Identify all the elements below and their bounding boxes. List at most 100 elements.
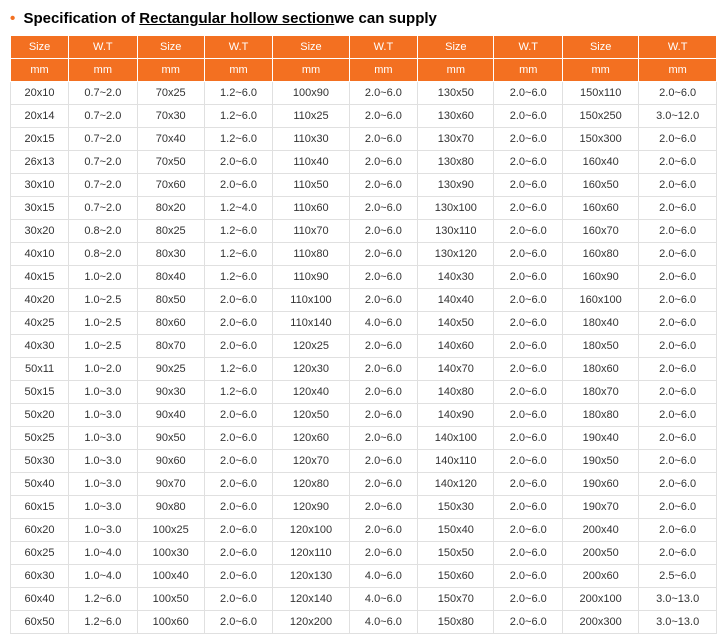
table-cell: 140x50: [418, 312, 494, 335]
table-cell: 3.0~13.0: [639, 588, 717, 611]
table-cell: 120x90: [273, 496, 349, 519]
table-cell: 2.0~6.0: [639, 542, 717, 565]
table-cell: 140x30: [418, 266, 494, 289]
table-cell: 90x25: [137, 358, 204, 381]
table-cell: 2.0~6.0: [204, 565, 273, 588]
header-cell: Size: [418, 36, 494, 59]
table-cell: 40x10: [11, 243, 69, 266]
table-cell: 2.0~6.0: [349, 358, 418, 381]
table-cell: 2.0~6.0: [349, 128, 418, 151]
header-unit-cell: mm: [137, 59, 204, 82]
table-cell: 1.0~3.0: [69, 450, 138, 473]
table-cell: 90x80: [137, 496, 204, 519]
table-cell: 30x20: [11, 220, 69, 243]
table-cell: 2.0~6.0: [494, 312, 563, 335]
table-cell: 180x40: [563, 312, 639, 335]
table-cell: 1.0~4.0: [69, 565, 138, 588]
header-cell: W.T: [69, 36, 138, 59]
table-cell: 70x60: [137, 174, 204, 197]
table-cell: 190x60: [563, 473, 639, 496]
header-unit-cell: mm: [639, 59, 717, 82]
table-cell: 1.2~6.0: [204, 358, 273, 381]
table-cell: 2.0~6.0: [639, 381, 717, 404]
table-cell: 1.2~6.0: [69, 588, 138, 611]
table-cell: 110x60: [273, 197, 349, 220]
table-cell: 100x40: [137, 565, 204, 588]
table-cell: 0.7~2.0: [69, 128, 138, 151]
table-cell: 180x50: [563, 335, 639, 358]
table-cell: 20x14: [11, 105, 69, 128]
table-cell: 100x30: [137, 542, 204, 565]
table-cell: 110x80: [273, 243, 349, 266]
table-cell: 2.0~6.0: [204, 588, 273, 611]
table-cell: 2.0~6.0: [349, 381, 418, 404]
table-cell: 2.0~6.0: [494, 151, 563, 174]
table-row: 40x301.0~2.580x702.0~6.0120x252.0~6.0140…: [11, 335, 717, 358]
table-cell: 60x20: [11, 519, 69, 542]
table-cell: 100x25: [137, 519, 204, 542]
table-cell: 2.0~6.0: [639, 404, 717, 427]
table-cell: 120x100: [273, 519, 349, 542]
table-cell: 130x90: [418, 174, 494, 197]
table-cell: 30x10: [11, 174, 69, 197]
table-cell: 2.0~6.0: [349, 404, 418, 427]
table-cell: 2.0~6.0: [639, 243, 717, 266]
table-row: 60x301.0~4.0100x402.0~6.0120x1304.0~6.01…: [11, 565, 717, 588]
table-cell: 1.2~6.0: [204, 105, 273, 128]
table-cell: 140x80: [418, 381, 494, 404]
table-cell: 2.0~6.0: [204, 611, 273, 634]
table-cell: 2.0~6.0: [349, 473, 418, 496]
table-cell: 2.0~6.0: [639, 289, 717, 312]
table-cell: 0.7~2.0: [69, 197, 138, 220]
table-cell: 2.0~6.0: [494, 197, 563, 220]
table-cell: 150x30: [418, 496, 494, 519]
table-cell: 1.2~6.0: [69, 611, 138, 634]
table-cell: 60x15: [11, 496, 69, 519]
table-cell: 40x25: [11, 312, 69, 335]
table-cell: 1.2~6.0: [204, 266, 273, 289]
table-cell: 2.0~6.0: [494, 542, 563, 565]
table-cell: 20x15: [11, 128, 69, 151]
table-cell: 1.2~6.0: [204, 381, 273, 404]
table-row: 50x401.0~3.090x702.0~6.0120x802.0~6.0140…: [11, 473, 717, 496]
table-cell: 2.0~6.0: [349, 335, 418, 358]
table-row: 20x100.7~2.070x251.2~6.0100x902.0~6.0130…: [11, 82, 717, 105]
table-cell: 100x90: [273, 82, 349, 105]
table-cell: 4.0~6.0: [349, 565, 418, 588]
table-cell: 60x50: [11, 611, 69, 634]
table-cell: 2.0~6.0: [639, 174, 717, 197]
table-row: 50x251.0~3.090x502.0~6.0120x602.0~6.0140…: [11, 427, 717, 450]
table-cell: 110x140: [273, 312, 349, 335]
table-cell: 140x60: [418, 335, 494, 358]
table-cell: 2.0~6.0: [204, 151, 273, 174]
table-row: 40x151.0~2.080x401.2~6.0110x902.0~6.0140…: [11, 266, 717, 289]
table-cell: 140x70: [418, 358, 494, 381]
table-body: 20x100.7~2.070x251.2~6.0100x902.0~6.0130…: [11, 82, 717, 634]
table-cell: 2.5~6.0: [639, 565, 717, 588]
table-cell: 2.0~6.0: [639, 82, 717, 105]
table-cell: 1.0~2.5: [69, 289, 138, 312]
table-row: 60x251.0~4.0100x302.0~6.0120x1102.0~6.01…: [11, 542, 717, 565]
table-cell: 150x50: [418, 542, 494, 565]
table-cell: 2.0~6.0: [494, 565, 563, 588]
table-cell: 160x80: [563, 243, 639, 266]
table-cell: 2.0~6.0: [204, 335, 273, 358]
table-row: 30x200.8~2.080x251.2~6.0110x702.0~6.0130…: [11, 220, 717, 243]
table-cell: 1.0~3.0: [69, 427, 138, 450]
header-cell: Size: [563, 36, 639, 59]
header-unit-cell: mm: [11, 59, 69, 82]
table-cell: 120x200: [273, 611, 349, 634]
table-cell: 0.7~2.0: [69, 174, 138, 197]
table-row: 20x140.7~2.070x301.2~6.0110x252.0~6.0130…: [11, 105, 717, 128]
table-cell: 2.0~6.0: [494, 174, 563, 197]
table-cell: 2.0~6.0: [349, 220, 418, 243]
table-cell: 100x60: [137, 611, 204, 634]
table-cell: 120x60: [273, 427, 349, 450]
table-cell: 2.0~6.0: [494, 381, 563, 404]
table-cell: 110x50: [273, 174, 349, 197]
table-cell: 1.2~6.0: [204, 220, 273, 243]
table-cell: 80x60: [137, 312, 204, 335]
table-cell: 80x25: [137, 220, 204, 243]
header-cell: Size: [273, 36, 349, 59]
table-cell: 0.8~2.0: [69, 220, 138, 243]
